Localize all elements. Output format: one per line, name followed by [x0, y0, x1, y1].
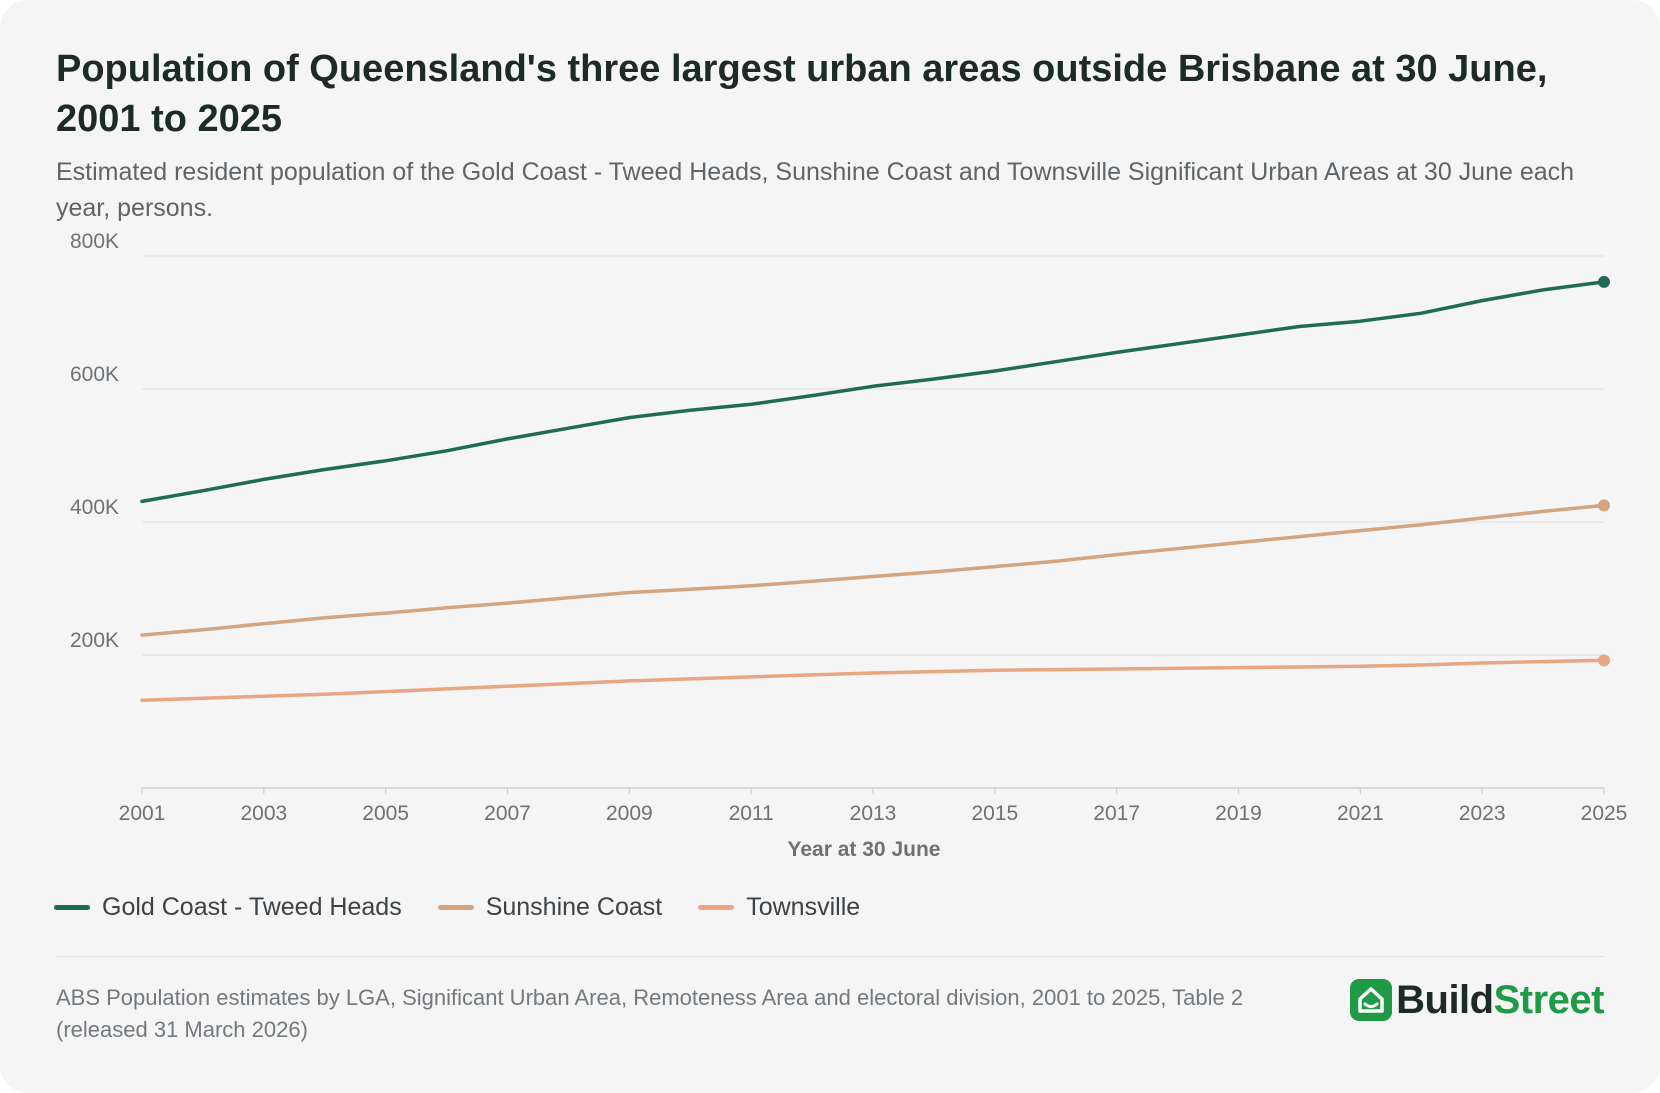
legend-item-townsville: Townsville	[698, 893, 860, 922]
series-endpoint-gold-coast	[1598, 275, 1610, 288]
source-note: ABS Population estimates by LGA, Signifi…	[56, 985, 1244, 1042]
footer-divider	[56, 956, 1604, 957]
legend-swatch	[437, 905, 474, 910]
series-endpoint-sunshine-coast	[1598, 499, 1610, 512]
line-chart: 200K 400K 600K 800K 2001 2003 2005 2007 2009 2011…	[70, 230, 1628, 861]
y-tick-label: 600K	[70, 363, 119, 386]
legend-item-gold-coast: Gold Coast - Tweed Heads	[54, 893, 402, 922]
series-line-sunshine-coast	[140, 503, 1606, 637]
x-tick-label: 2015	[971, 802, 1018, 825]
chart-title: Population of Queensland's three largest…	[56, 48, 1548, 140]
x-axis-title: Year at 30 June	[788, 838, 941, 861]
brand-name-part1: Build	[1396, 978, 1494, 1022]
y-tick-label: 400K	[70, 496, 119, 519]
series-line-gold-coast	[140, 280, 1606, 504]
x-tick-label: 2019	[1215, 802, 1262, 825]
x-tick-label: 2007	[484, 802, 531, 825]
x-tick-label: 2017	[1093, 802, 1140, 825]
x-tick-label: 2025	[1581, 802, 1628, 825]
x-tick-label: 2003	[240, 802, 287, 825]
series-endpoint-townsville	[1598, 654, 1610, 667]
brand-logo: BuildStreet	[1350, 978, 1605, 1022]
chart-subtitle: Estimated resident population of the Gol…	[56, 158, 1575, 222]
x-tick-label: 2023	[1459, 802, 1506, 825]
y-tick-label: 800K	[70, 230, 119, 253]
x-tick-label: 2013	[850, 802, 897, 825]
legend-label: Gold Coast - Tweed Heads	[102, 893, 402, 921]
legend-label: Townsville	[746, 893, 861, 921]
chart-legend: Gold Coast - Tweed Heads Sunshine Coast To…	[54, 893, 896, 922]
legend-label: Sunshine Coast	[485, 893, 663, 921]
y-tick-label: 200K	[70, 629, 119, 652]
x-tick-label: 2001	[119, 802, 166, 825]
x-tick-label: 2021	[1337, 802, 1384, 825]
x-tick-label: 2011	[729, 802, 774, 825]
house-icon	[1350, 979, 1393, 1021]
legend-swatch	[698, 905, 735, 910]
brand-name-part2: Street	[1493, 978, 1605, 1022]
legend-item-sunshine-coast: Sunshine Coast	[437, 893, 663, 922]
x-tick-label: 2009	[606, 802, 653, 825]
legend-swatch	[54, 905, 90, 910]
x-tick-label: 2005	[362, 802, 409, 825]
series-line-townsville	[140, 658, 1606, 702]
